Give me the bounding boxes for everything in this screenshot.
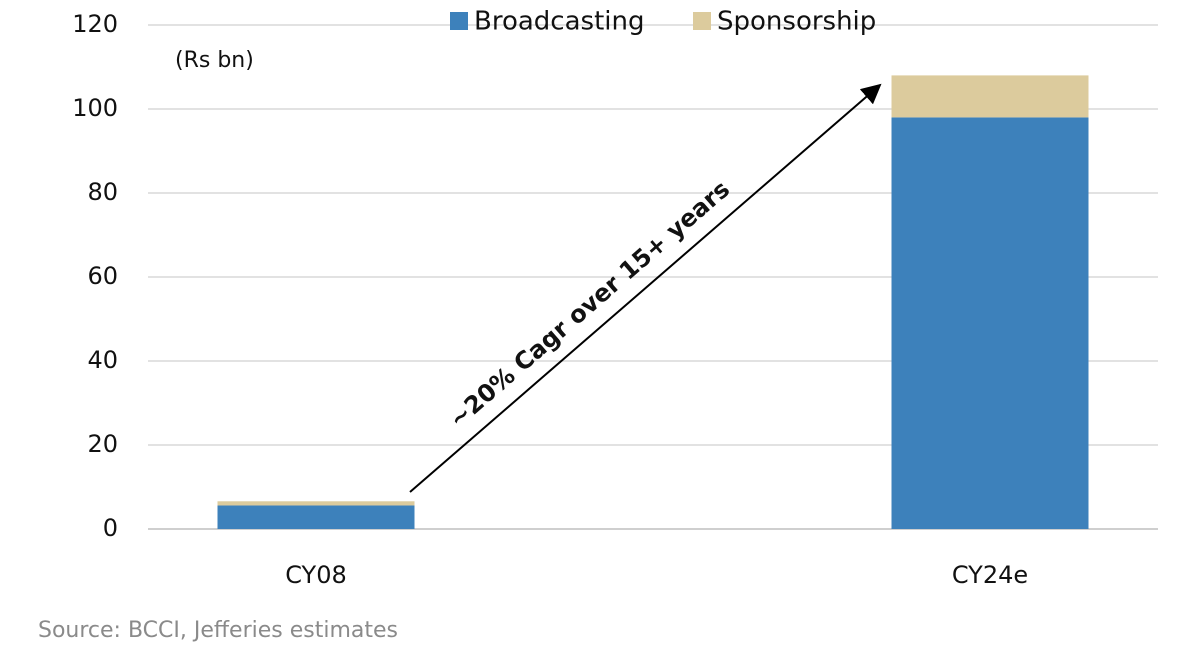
x-tick-label: CY24e xyxy=(952,561,1028,589)
legend-label: Broadcasting xyxy=(474,7,644,37)
y-tick-label: 120 xyxy=(72,10,118,38)
legend-label: Sponsorship xyxy=(717,7,876,37)
annotation-arrow xyxy=(409,83,882,493)
y-axis-unit: (Rs bn) xyxy=(175,48,254,73)
annotation: ~20% Cagr over 15+ years xyxy=(444,175,735,433)
source-note: Source: BCCI, Jefferies estimates xyxy=(38,618,398,643)
bar-segment xyxy=(217,505,415,529)
y-tick-label: 0 xyxy=(103,514,118,542)
y-tick-label: 60 xyxy=(87,262,118,290)
x-tick-label: CY08 xyxy=(285,561,347,589)
y-tick-label: 80 xyxy=(87,178,118,206)
y-tick-label: 40 xyxy=(87,346,118,374)
y-tick-label: 20 xyxy=(87,430,118,458)
legend-swatch xyxy=(450,12,468,30)
bar-segment xyxy=(891,75,1089,118)
bar-segment xyxy=(217,501,415,506)
legend-swatch xyxy=(693,12,711,30)
y-tick-label: 100 xyxy=(72,94,118,122)
bar-segment xyxy=(891,117,1089,530)
